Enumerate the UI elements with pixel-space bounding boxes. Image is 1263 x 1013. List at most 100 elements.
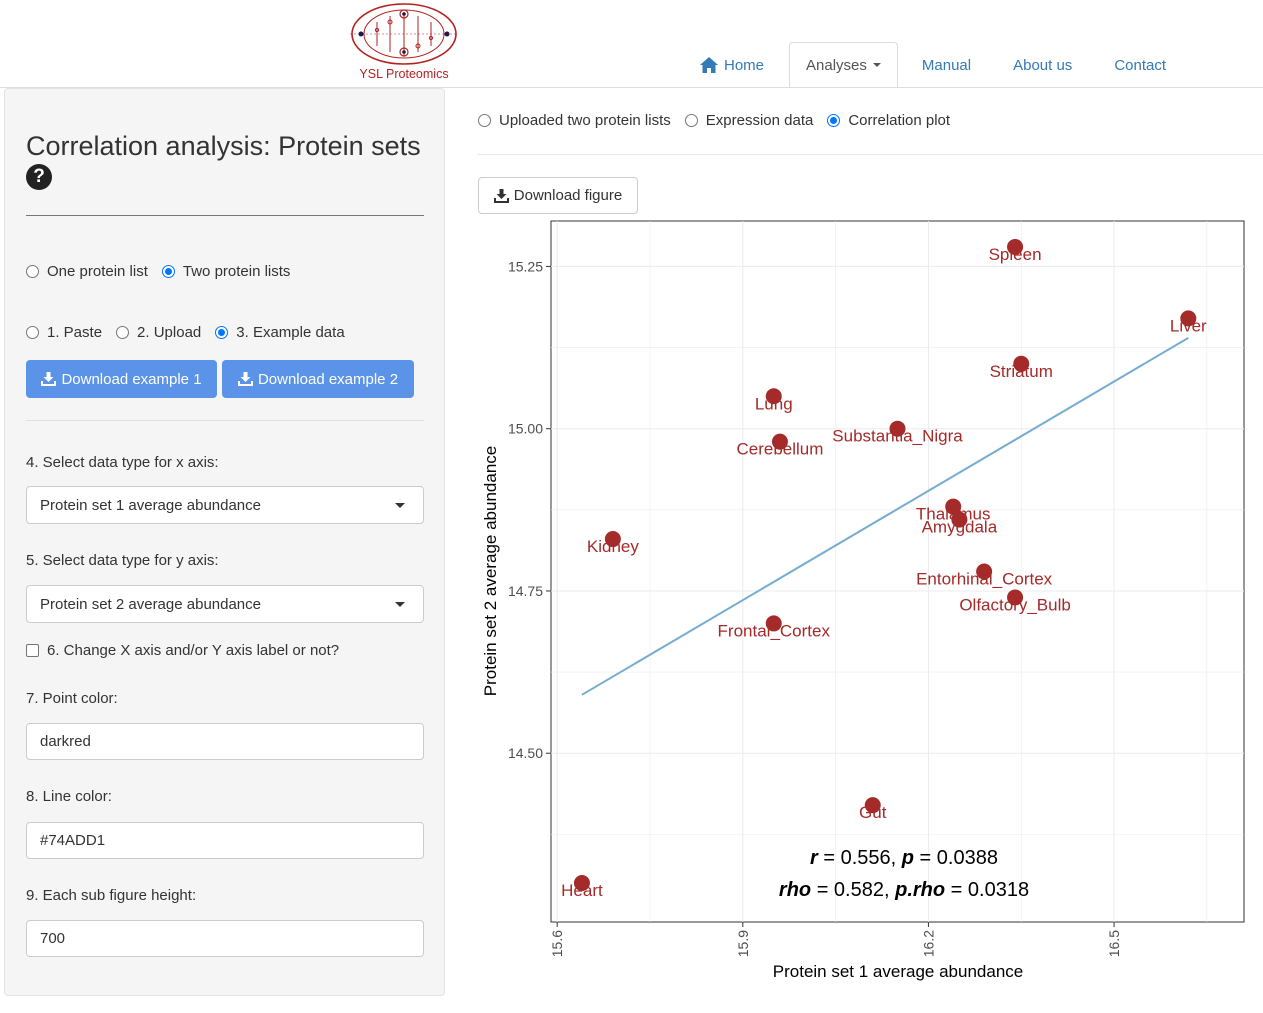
x-axis-title: Protein set 1 average abundance bbox=[773, 962, 1023, 981]
title-divider bbox=[26, 215, 424, 216]
radio-label: 3. Example data bbox=[236, 324, 345, 341]
radio-label: 1. Paste bbox=[47, 324, 103, 341]
radio-two-protein-lists[interactable] bbox=[161, 265, 175, 278]
radio-example-data[interactable] bbox=[215, 326, 229, 339]
download-figure-button[interactable]: Download figure bbox=[478, 177, 638, 214]
radio-uploaded-lists[interactable] bbox=[478, 114, 491, 127]
radio-label: Correlation plot bbox=[848, 112, 951, 129]
change-axis-label-text: 6. Change X axis and/or Y axis label or … bbox=[47, 642, 340, 659]
data-point bbox=[864, 797, 881, 814]
data-point-label: Striatum bbox=[990, 362, 1053, 381]
y-tick-label: 15.25 bbox=[508, 258, 543, 274]
figure-height-input[interactable]: 700 bbox=[26, 920, 424, 957]
download-icon bbox=[237, 372, 253, 386]
nav-analyses-label: Analyses bbox=[806, 56, 867, 74]
data-point-label: Olfactory_Bulb bbox=[959, 595, 1071, 614]
point-labels: Spleen Liver Striatum Lung Substantia_Nigra C… bbox=[561, 245, 1207, 900]
nav-manual-label: Manual bbox=[921, 56, 972, 74]
p-value: = 0.0388 bbox=[914, 847, 998, 869]
data-source-radio-group: 1. Paste 2. Upload 3. Example data bbox=[26, 324, 359, 341]
nav-home[interactable]: Home bbox=[690, 42, 779, 88]
radio-upload[interactable] bbox=[116, 326, 130, 339]
y-axis-select-label: 5. Select data type for y axis: bbox=[26, 552, 219, 569]
home-icon bbox=[700, 57, 718, 73]
data-point-label: Heart bbox=[561, 881, 603, 900]
data-point bbox=[1180, 310, 1197, 327]
p-symbol: p bbox=[901, 847, 914, 869]
line-color-input[interactable]: #74ADD1 bbox=[26, 822, 424, 859]
radio-paste[interactable] bbox=[26, 326, 39, 339]
data-point-label: Cerebellum bbox=[736, 440, 823, 459]
data-point bbox=[976, 563, 993, 580]
help-icon[interactable]: ? bbox=[26, 164, 52, 190]
nav-home-label: Home bbox=[724, 56, 765, 74]
y-axis-select-value: Protein set 2 average abundance bbox=[40, 595, 261, 613]
nav-analyses[interactable]: Analyses bbox=[789, 42, 898, 88]
main-nav: Home Analyses Manual About us Contact bbox=[690, 42, 1181, 88]
header-divider bbox=[0, 87, 1263, 88]
data-point-label: Gut bbox=[859, 803, 887, 822]
view-radio-group: Uploaded two protein lists Expression da… bbox=[478, 112, 964, 129]
point-color-value: darkred bbox=[40, 733, 91, 750]
y-axis-select[interactable]: Protein set 2 average abundance bbox=[26, 585, 424, 623]
radio-label: 2. Upload bbox=[137, 324, 202, 341]
figure-height-label: 9. Each sub figure height: bbox=[26, 887, 197, 904]
nav-about-label: About us bbox=[1013, 56, 1073, 74]
data-points bbox=[573, 238, 1197, 892]
page-title: Correlation analysis: Protein sets bbox=[26, 131, 421, 161]
rho-symbol: rho bbox=[779, 879, 811, 901]
section-divider bbox=[26, 420, 424, 421]
nav-contact[interactable]: Contact bbox=[1099, 42, 1181, 88]
chevron-down-icon bbox=[395, 503, 405, 508]
plot-grid bbox=[551, 221, 1244, 922]
x-tick-label: 16.5 bbox=[1106, 930, 1122, 957]
download-example-2-button[interactable]: Download example 2 bbox=[222, 360, 414, 398]
data-point bbox=[889, 420, 906, 437]
radio-expression-data[interactable] bbox=[684, 114, 698, 127]
data-point-label: Lung bbox=[755, 394, 793, 413]
download-icon bbox=[493, 188, 509, 203]
ysl-proteomics-logo[interactable] bbox=[345, 0, 463, 86]
y-tick-label: 14.75 bbox=[508, 583, 543, 599]
x-axis-select[interactable]: Protein set 1 average abundance bbox=[26, 486, 424, 524]
data-point bbox=[765, 615, 782, 632]
list-count-radio-group: One protein list Two protein lists bbox=[26, 263, 304, 280]
radio-correlation-plot[interactable] bbox=[827, 114, 841, 127]
change-axis-label-checkbox[interactable] bbox=[26, 644, 39, 657]
y-tick-label: 15.00 bbox=[508, 421, 543, 437]
radio-label: Two protein lists bbox=[182, 263, 291, 280]
line-color-label: 8. Line color: bbox=[26, 788, 112, 805]
r-value: = 0.556, bbox=[818, 847, 902, 869]
y-axis-title: Protein set 2 average abundance bbox=[481, 446, 500, 696]
data-point-label: Substantia_Nigra bbox=[832, 427, 963, 446]
p-rho-symbol: p.rho bbox=[894, 879, 945, 901]
nav-manual[interactable]: Manual bbox=[907, 42, 986, 88]
change-axis-label-row: 6. Change X axis and/or Y axis label or … bbox=[26, 642, 339, 659]
x-tick-label: 16.2 bbox=[920, 930, 936, 957]
correlation-scatter-plot: 15.6 15.9 16.2 16.5 14.50 14.75 15.00 15.25 Spl… bbox=[481, 220, 1245, 981]
download-example-2-label: Download example 2 bbox=[257, 370, 399, 388]
regression-line bbox=[581, 336, 1189, 696]
main-divider bbox=[478, 154, 1263, 155]
data-point-label: Thalamus bbox=[916, 505, 991, 524]
data-point bbox=[771, 433, 788, 450]
chevron-down-icon bbox=[395, 602, 405, 607]
correlation-r-annotation: r = 0.556, p = 0.0388 bbox=[810, 847, 998, 869]
caret-down-icon bbox=[872, 63, 881, 67]
nav-about-us[interactable]: About us bbox=[998, 42, 1087, 88]
point-color-input[interactable]: darkred bbox=[26, 723, 424, 760]
download-icon bbox=[41, 372, 57, 386]
logo-text: YSL Proteomics bbox=[359, 67, 449, 81]
radio-one-protein-list[interactable] bbox=[26, 265, 39, 278]
radio-label: Uploaded two protein lists bbox=[499, 112, 671, 129]
app-header: YSL Proteomics Home Analyses Manual Abou… bbox=[0, 0, 1263, 88]
download-example-1-button[interactable]: Download example 1 bbox=[26, 360, 217, 398]
data-point bbox=[573, 875, 590, 892]
download-example-1-label: Download example 1 bbox=[61, 370, 202, 388]
r-symbol: r bbox=[810, 847, 819, 869]
plot-panel bbox=[550, 220, 1245, 923]
x-axis-select-label: 4. Select data type for x axis: bbox=[26, 454, 219, 471]
data-point bbox=[951, 511, 968, 528]
nav-contact-label: Contact bbox=[1114, 56, 1167, 74]
data-point-label: Frontal_Cortex bbox=[718, 621, 831, 640]
